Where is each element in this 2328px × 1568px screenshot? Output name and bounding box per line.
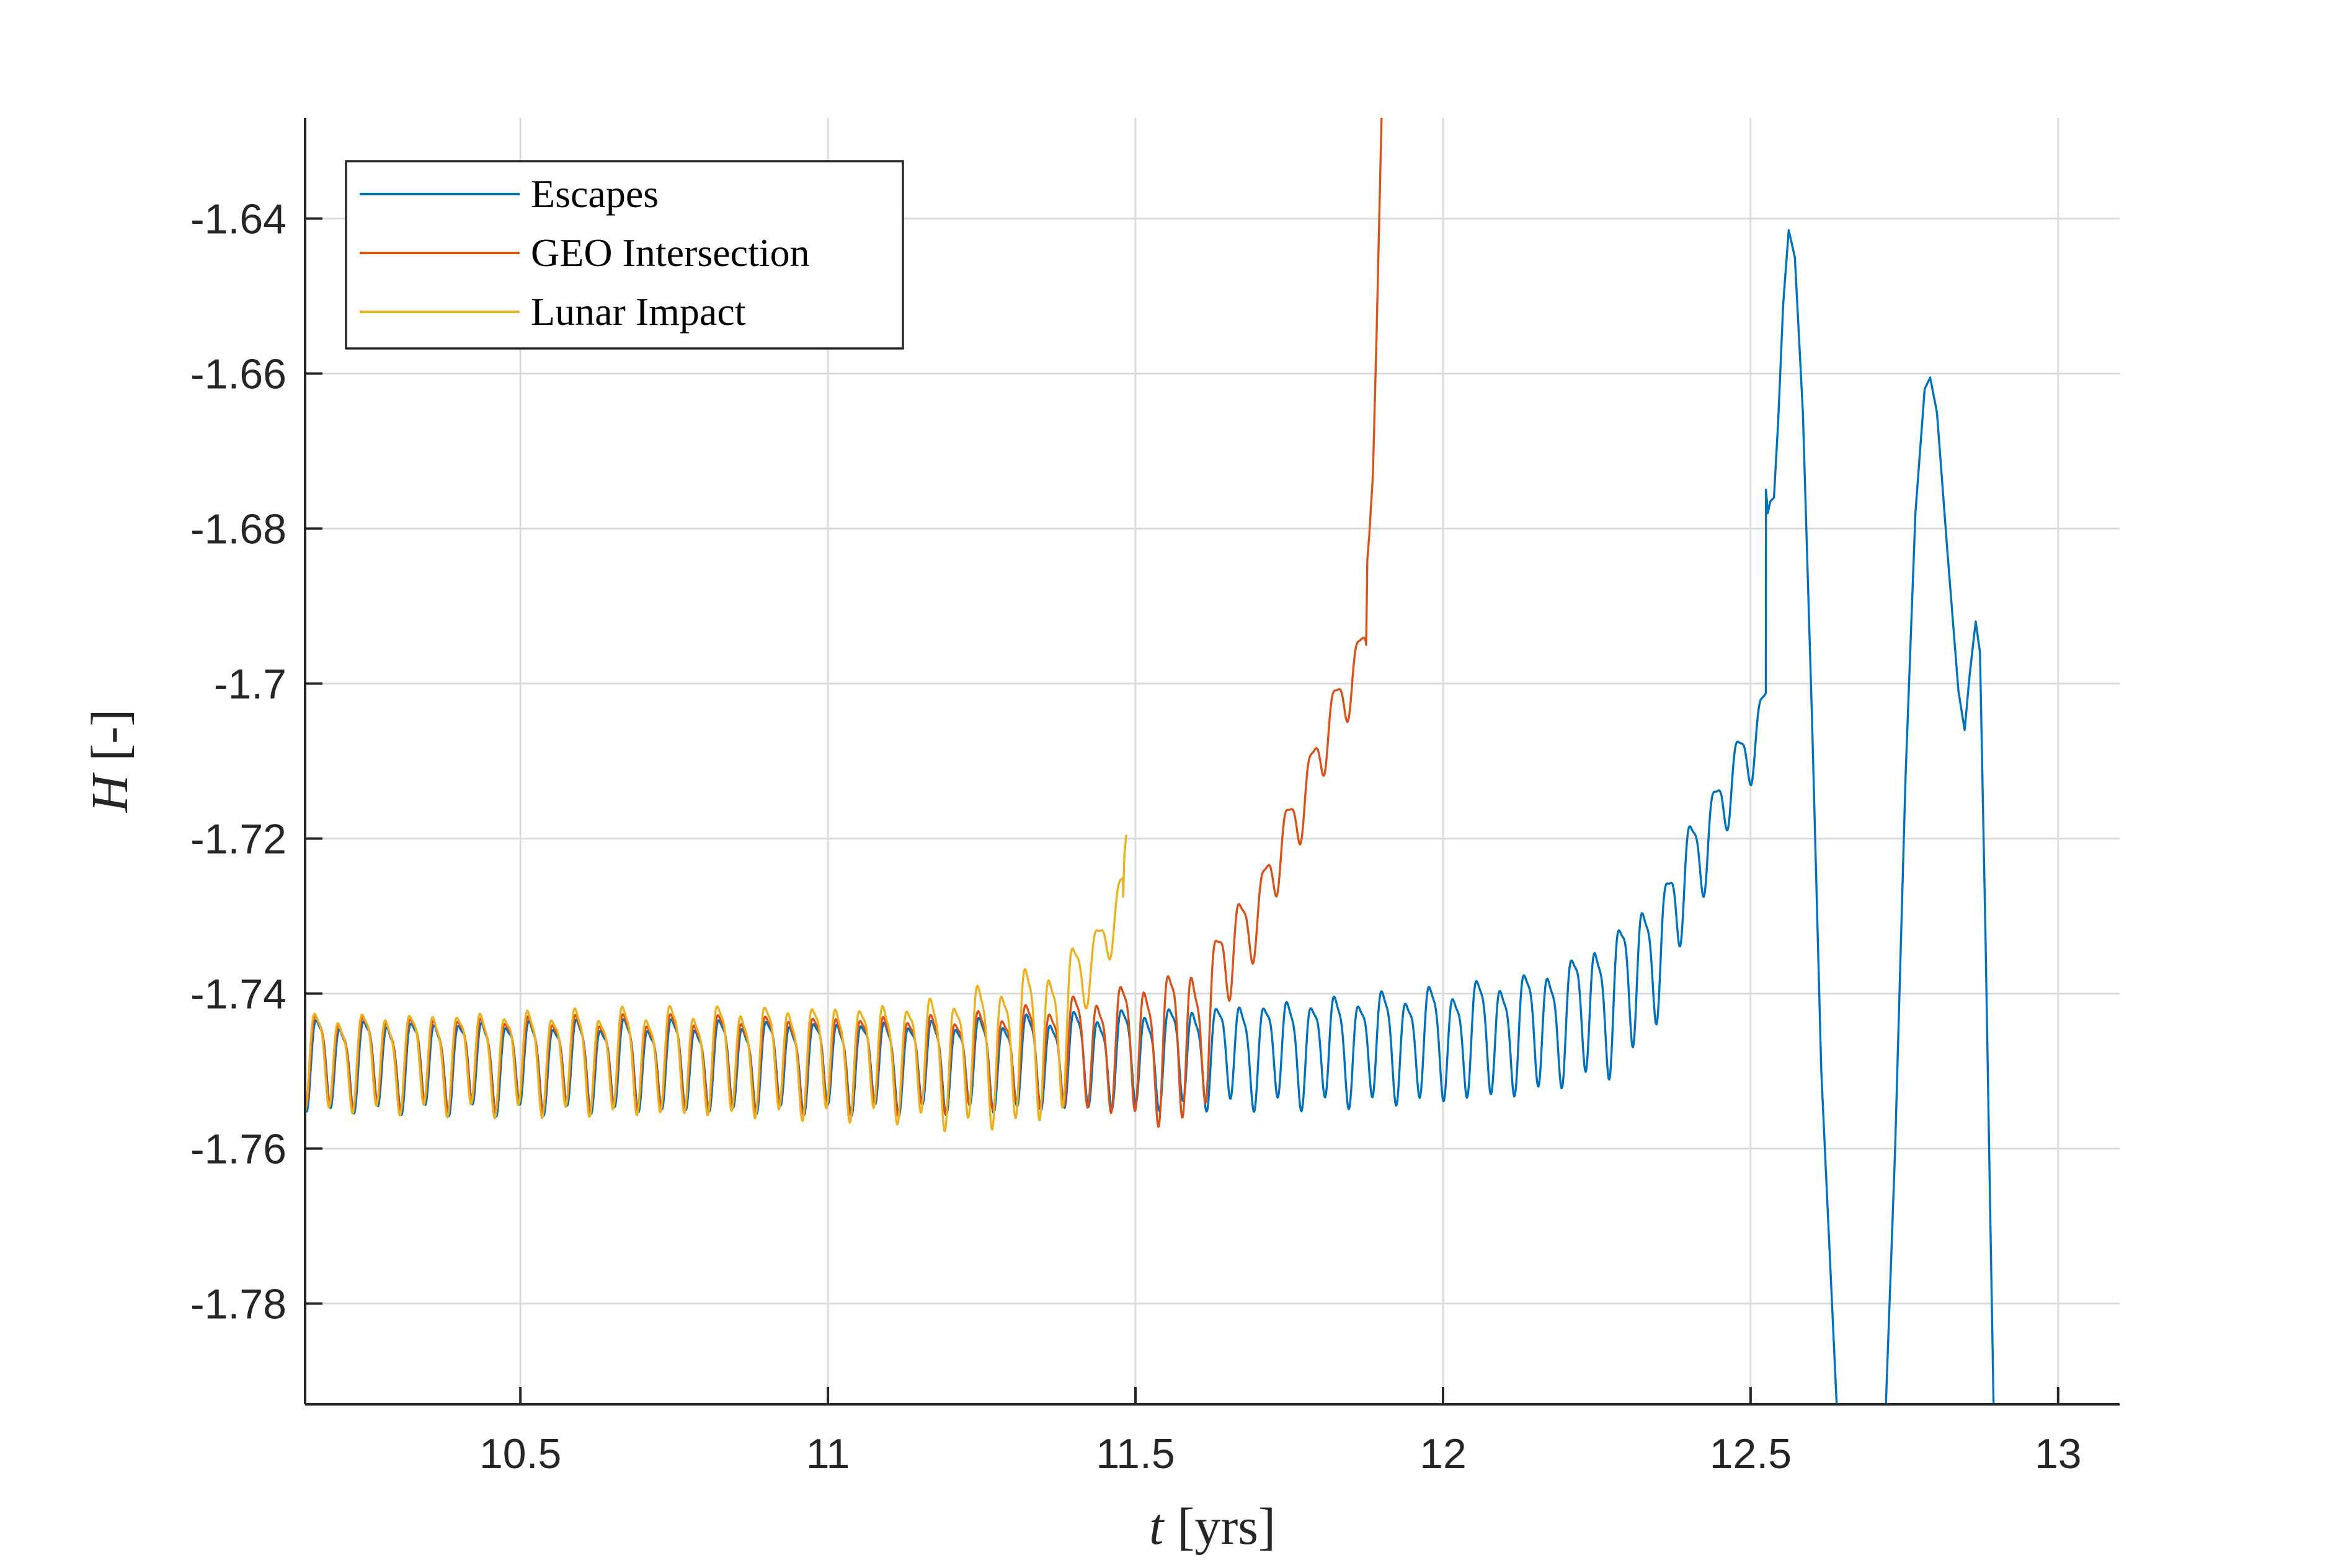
legend-label-lunar-impact: Lunar Impact: [531, 290, 746, 334]
legend-box: [345, 160, 904, 350]
x-tick-label: 10.5: [479, 1430, 561, 1477]
legend: Escapes GEO Intersection Lunar Impact: [345, 160, 904, 350]
y-ticks: -1.64 -1.66 -1.68 -1.7 -1.72 -1.74 -1.76 -1.78: [190, 196, 322, 1328]
x-axis-unit: [yrs]: [1177, 1498, 1276, 1556]
x-axis-label: t [yrs]: [1149, 1498, 1276, 1556]
y-tick-label: -1.68: [190, 506, 287, 553]
y-axis-unit: [-]: [81, 709, 139, 761]
y-tick-label: -1.64: [190, 196, 287, 243]
y-axis-label: H [-]: [81, 709, 139, 813]
y-tick-label: -1.74: [190, 971, 287, 1018]
y-tick-label: -1.76: [190, 1126, 287, 1173]
x-tick-label: 13: [2035, 1430, 2082, 1477]
y-tick-label: -1.72: [190, 816, 287, 863]
axes: [304, 118, 2120, 1406]
x-tick-label: 11: [806, 1430, 850, 1477]
y-tick-label: -1.66: [190, 351, 287, 398]
series-line-escapes: [304, 229, 1995, 1406]
grid: [305, 118, 2120, 1404]
legend-label-escapes: Escapes: [531, 172, 659, 216]
plot-lines: [304, 117, 1995, 1406]
x-tick-label: 12.5: [1710, 1430, 1792, 1477]
y-tick-label: -1.78: [190, 1281, 287, 1328]
series-line-lunar-impact: [304, 835, 1127, 1133]
x-axis-symbol: t: [1149, 1498, 1165, 1556]
legend-label-geo-intersection: GEO Intersection: [531, 231, 810, 275]
x-tick-label: 12: [1419, 1430, 1467, 1477]
y-axis-symbol: H: [81, 772, 139, 813]
x-ticks: 10.5 11 11.5 12 12.5 13: [479, 1387, 2082, 1477]
y-tick-label: -1.7: [214, 661, 287, 708]
x-tick-label: 11.5: [1096, 1430, 1175, 1477]
